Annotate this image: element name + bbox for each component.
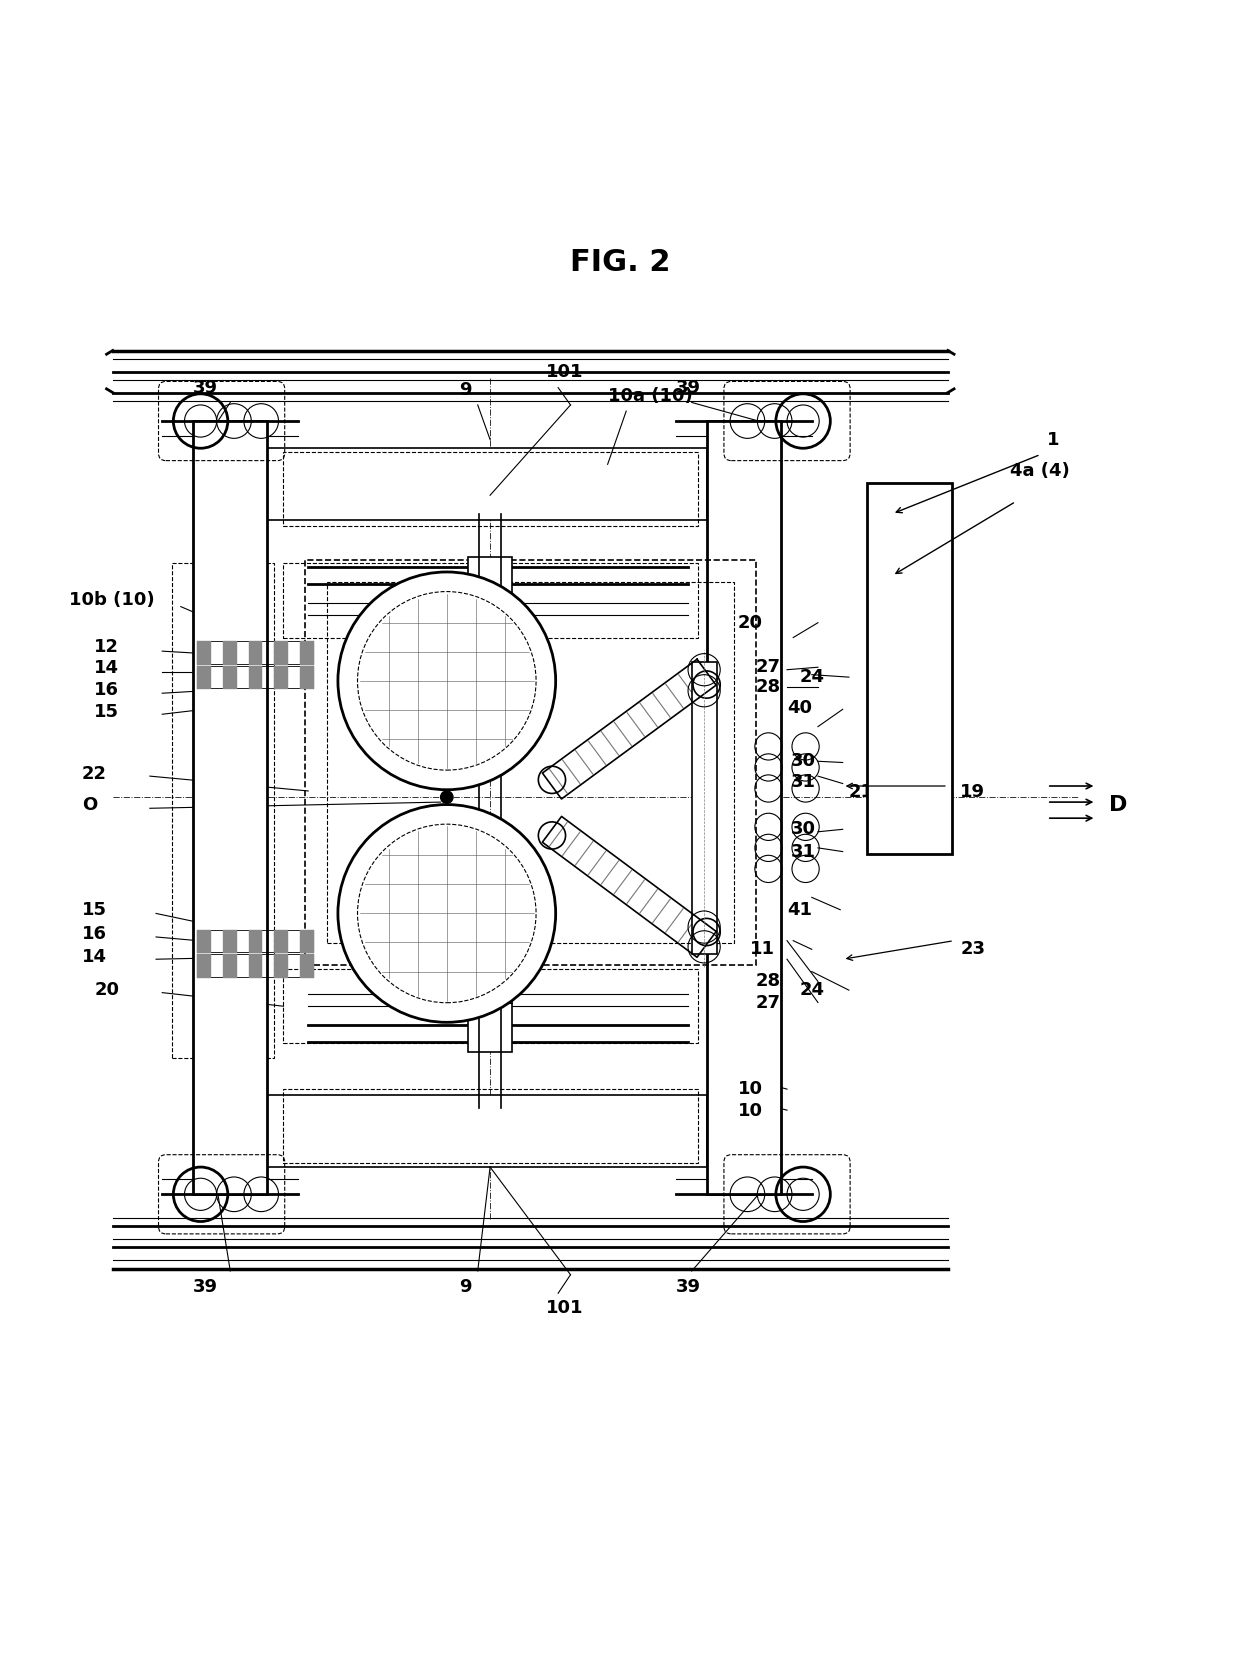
Text: 9: 9 (459, 1278, 471, 1297)
Text: 11: 11 (750, 941, 775, 959)
Bar (284, 1089, 698, 1163)
Text: 41: 41 (787, 901, 812, 919)
Text: 101: 101 (546, 363, 583, 381)
Text: 22: 22 (82, 765, 107, 782)
Text: 39: 39 (193, 1278, 218, 1297)
Text: 24: 24 (800, 981, 825, 999)
Text: 10: 10 (738, 1103, 763, 1120)
Text: 101: 101 (546, 1298, 583, 1317)
Bar (193, 421, 268, 1195)
Text: 30: 30 (791, 752, 816, 770)
Text: 15: 15 (82, 901, 107, 919)
Text: 1: 1 (1047, 431, 1059, 448)
Circle shape (339, 571, 556, 790)
Text: 39: 39 (676, 379, 701, 396)
Bar (707, 421, 781, 1195)
Text: 16: 16 (94, 680, 119, 698)
Bar (268, 448, 707, 520)
Text: 39: 39 (193, 379, 218, 396)
Circle shape (440, 790, 453, 804)
Text: 10: 10 (738, 1079, 763, 1098)
Text: 10a (10): 10a (10) (608, 388, 692, 406)
Text: 24: 24 (800, 668, 825, 687)
Bar (268, 1095, 707, 1166)
Text: 28: 28 (756, 678, 781, 697)
Bar (284, 969, 698, 1043)
Text: 19: 19 (960, 784, 986, 800)
Text: 16: 16 (82, 926, 107, 944)
Text: 40: 40 (787, 698, 812, 717)
Bar (284, 563, 698, 638)
Text: 27: 27 (756, 658, 781, 677)
Text: 14: 14 (82, 947, 107, 966)
Text: 12: 12 (94, 638, 119, 657)
Text: FIG. 2: FIG. 2 (569, 249, 671, 277)
Text: 20: 20 (738, 613, 763, 632)
Text: 39: 39 (676, 1278, 701, 1297)
Text: 14: 14 (94, 660, 119, 677)
Bar (868, 483, 951, 854)
Bar (327, 582, 734, 942)
Bar (692, 662, 717, 954)
Text: 31: 31 (791, 842, 816, 861)
Circle shape (339, 804, 556, 1023)
Text: O: O (82, 795, 97, 814)
Bar (305, 560, 756, 966)
Text: 10b (10): 10b (10) (69, 592, 155, 610)
Text: D: D (1109, 795, 1127, 814)
Text: 27: 27 (756, 994, 781, 1011)
Text: 21: 21 (849, 784, 874, 800)
Text: 15: 15 (94, 703, 119, 720)
Bar (172, 563, 274, 1058)
Text: 23: 23 (960, 941, 986, 959)
Bar (467, 556, 512, 638)
Text: 31: 31 (791, 774, 816, 792)
Bar (467, 971, 512, 1053)
Text: 30: 30 (791, 820, 816, 839)
Text: 28: 28 (756, 973, 781, 991)
Text: 9: 9 (459, 381, 471, 399)
Bar (284, 451, 698, 526)
Text: 4a (4): 4a (4) (1009, 461, 1069, 480)
Text: 20: 20 (94, 981, 119, 999)
